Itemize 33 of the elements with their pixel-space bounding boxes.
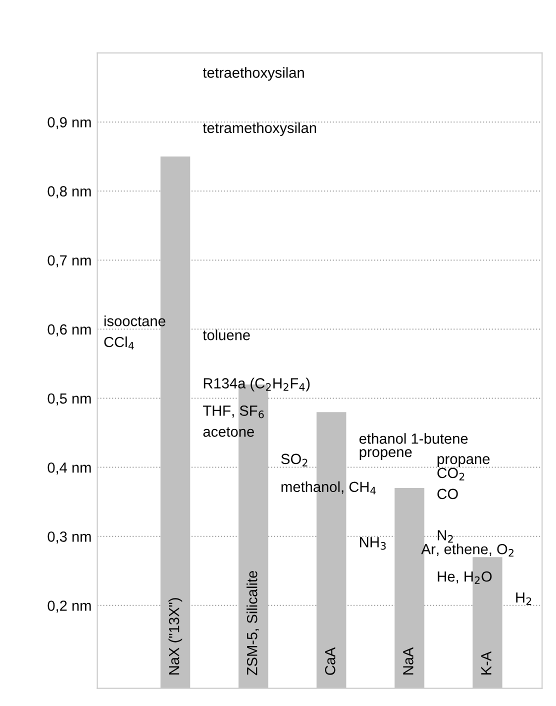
annotation: THF, SF$_{6}$ — [203, 406, 264, 418]
x-tick-label: NaA — [403, 647, 414, 674]
y-tick-label: 0,5 nm — [48, 393, 91, 406]
y-tick-label: 0,8 nm — [48, 186, 91, 198]
annotation: CCl$_{4}$ — [104, 336, 134, 350]
annotation: Ar, ethene, O$_{2}$ — [421, 544, 514, 557]
annotation: N$_{2}$ — [438, 530, 453, 543]
y-tick-label: 0,3 nm — [48, 532, 91, 544]
annotation: CO — [437, 488, 458, 500]
x-tick-label: ZSM-5, Silicalite — [246, 570, 260, 676]
annotation: toluene — [202, 330, 250, 340]
annotation: propane — [438, 456, 490, 468]
y-tick-label: 0,9 nm — [48, 117, 91, 130]
annotation: tetraethoxysilan — [202, 67, 304, 81]
y-tick-label: 0,7 nm — [48, 255, 91, 268]
y-tick-label: 0,2 nm — [48, 600, 91, 613]
y-tick-label: 0,6 nm — [48, 324, 91, 336]
annotation: acetone — [203, 427, 254, 437]
x-tick-label: K-A — [481, 651, 492, 674]
annotation: tetramethoxysilan — [202, 122, 316, 136]
x-tick-label: CaA — [324, 647, 336, 675]
annotation: methanol, CH$_{4}$ — [282, 481, 376, 494]
x-tick-label: NaX ("13X") — [168, 598, 182, 674]
annotation: isooctane — [104, 316, 166, 326]
annotation: NH$_{3}$ — [360, 537, 386, 550]
annotation: He, H$_{2}$O — [438, 571, 492, 584]
annotation: SO$_{2}$ — [281, 454, 308, 466]
annotation: propene — [360, 449, 412, 460]
annotation: H$_{2}$ — [516, 592, 532, 605]
y-tick-label: 0,4 nm — [48, 462, 91, 474]
annotation: CO$_{2}$ — [437, 468, 464, 480]
annotation: R134a (C$_{2}$H$_{2}$F$_{4}$) — [204, 378, 310, 392]
annotation: ethanol 1-butene — [359, 433, 468, 444]
